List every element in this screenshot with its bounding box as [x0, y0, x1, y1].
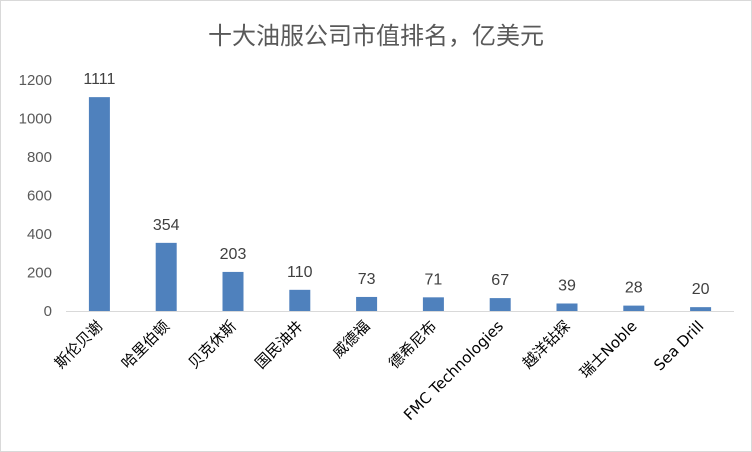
bar: [222, 271, 244, 311]
data-label: 354: [153, 217, 180, 234]
bar: [690, 307, 712, 311]
data-label: 203: [220, 246, 247, 263]
chart-title: 十大油服公司市值排名，亿美元: [208, 22, 544, 50]
bar: [88, 97, 110, 311]
bar: [422, 297, 444, 311]
data-label: 20: [692, 281, 710, 298]
y-axis: 0 200 400 600 800 1000 1200: [19, 72, 52, 320]
bars-group: [88, 97, 712, 311]
data-labels: 1111 354 203 110 73 71 67 39 28 20: [83, 71, 709, 298]
category-label: 德希尼布: [385, 317, 440, 372]
category-label: 哈里伯顿: [118, 317, 173, 372]
data-label: 28: [625, 280, 643, 297]
y-tick-label: 1000: [19, 111, 52, 128]
data-label: 1111: [83, 71, 115, 88]
category-label: 斯伦贝谢: [51, 317, 106, 372]
data-label: 110: [287, 264, 313, 281]
bar: [623, 305, 645, 311]
bar: [556, 303, 578, 311]
y-tick-label: 800: [27, 149, 52, 166]
y-tick-label: 1200: [19, 72, 52, 89]
bar: [356, 296, 378, 311]
category-label: 国民油井: [251, 317, 306, 372]
y-tick-label: 400: [27, 226, 52, 243]
y-tick-label: 200: [27, 265, 52, 282]
y-tick-label: 0: [44, 303, 52, 320]
category-label: Sea Drill: [650, 317, 707, 374]
bar: [489, 298, 511, 311]
data-label: 67: [491, 272, 509, 289]
bar: [155, 242, 177, 311]
category-label: 威德福: [329, 317, 374, 362]
bar: [289, 289, 311, 311]
data-label: 73: [358, 271, 376, 288]
category-label: 越洋钻探: [519, 317, 574, 372]
data-label: 71: [425, 271, 443, 288]
category-label: 瑞士Noble: [576, 317, 641, 382]
y-tick-label: 600: [27, 188, 52, 205]
data-label: 39: [558, 277, 576, 294]
category-label: 贝克休斯: [185, 317, 240, 372]
